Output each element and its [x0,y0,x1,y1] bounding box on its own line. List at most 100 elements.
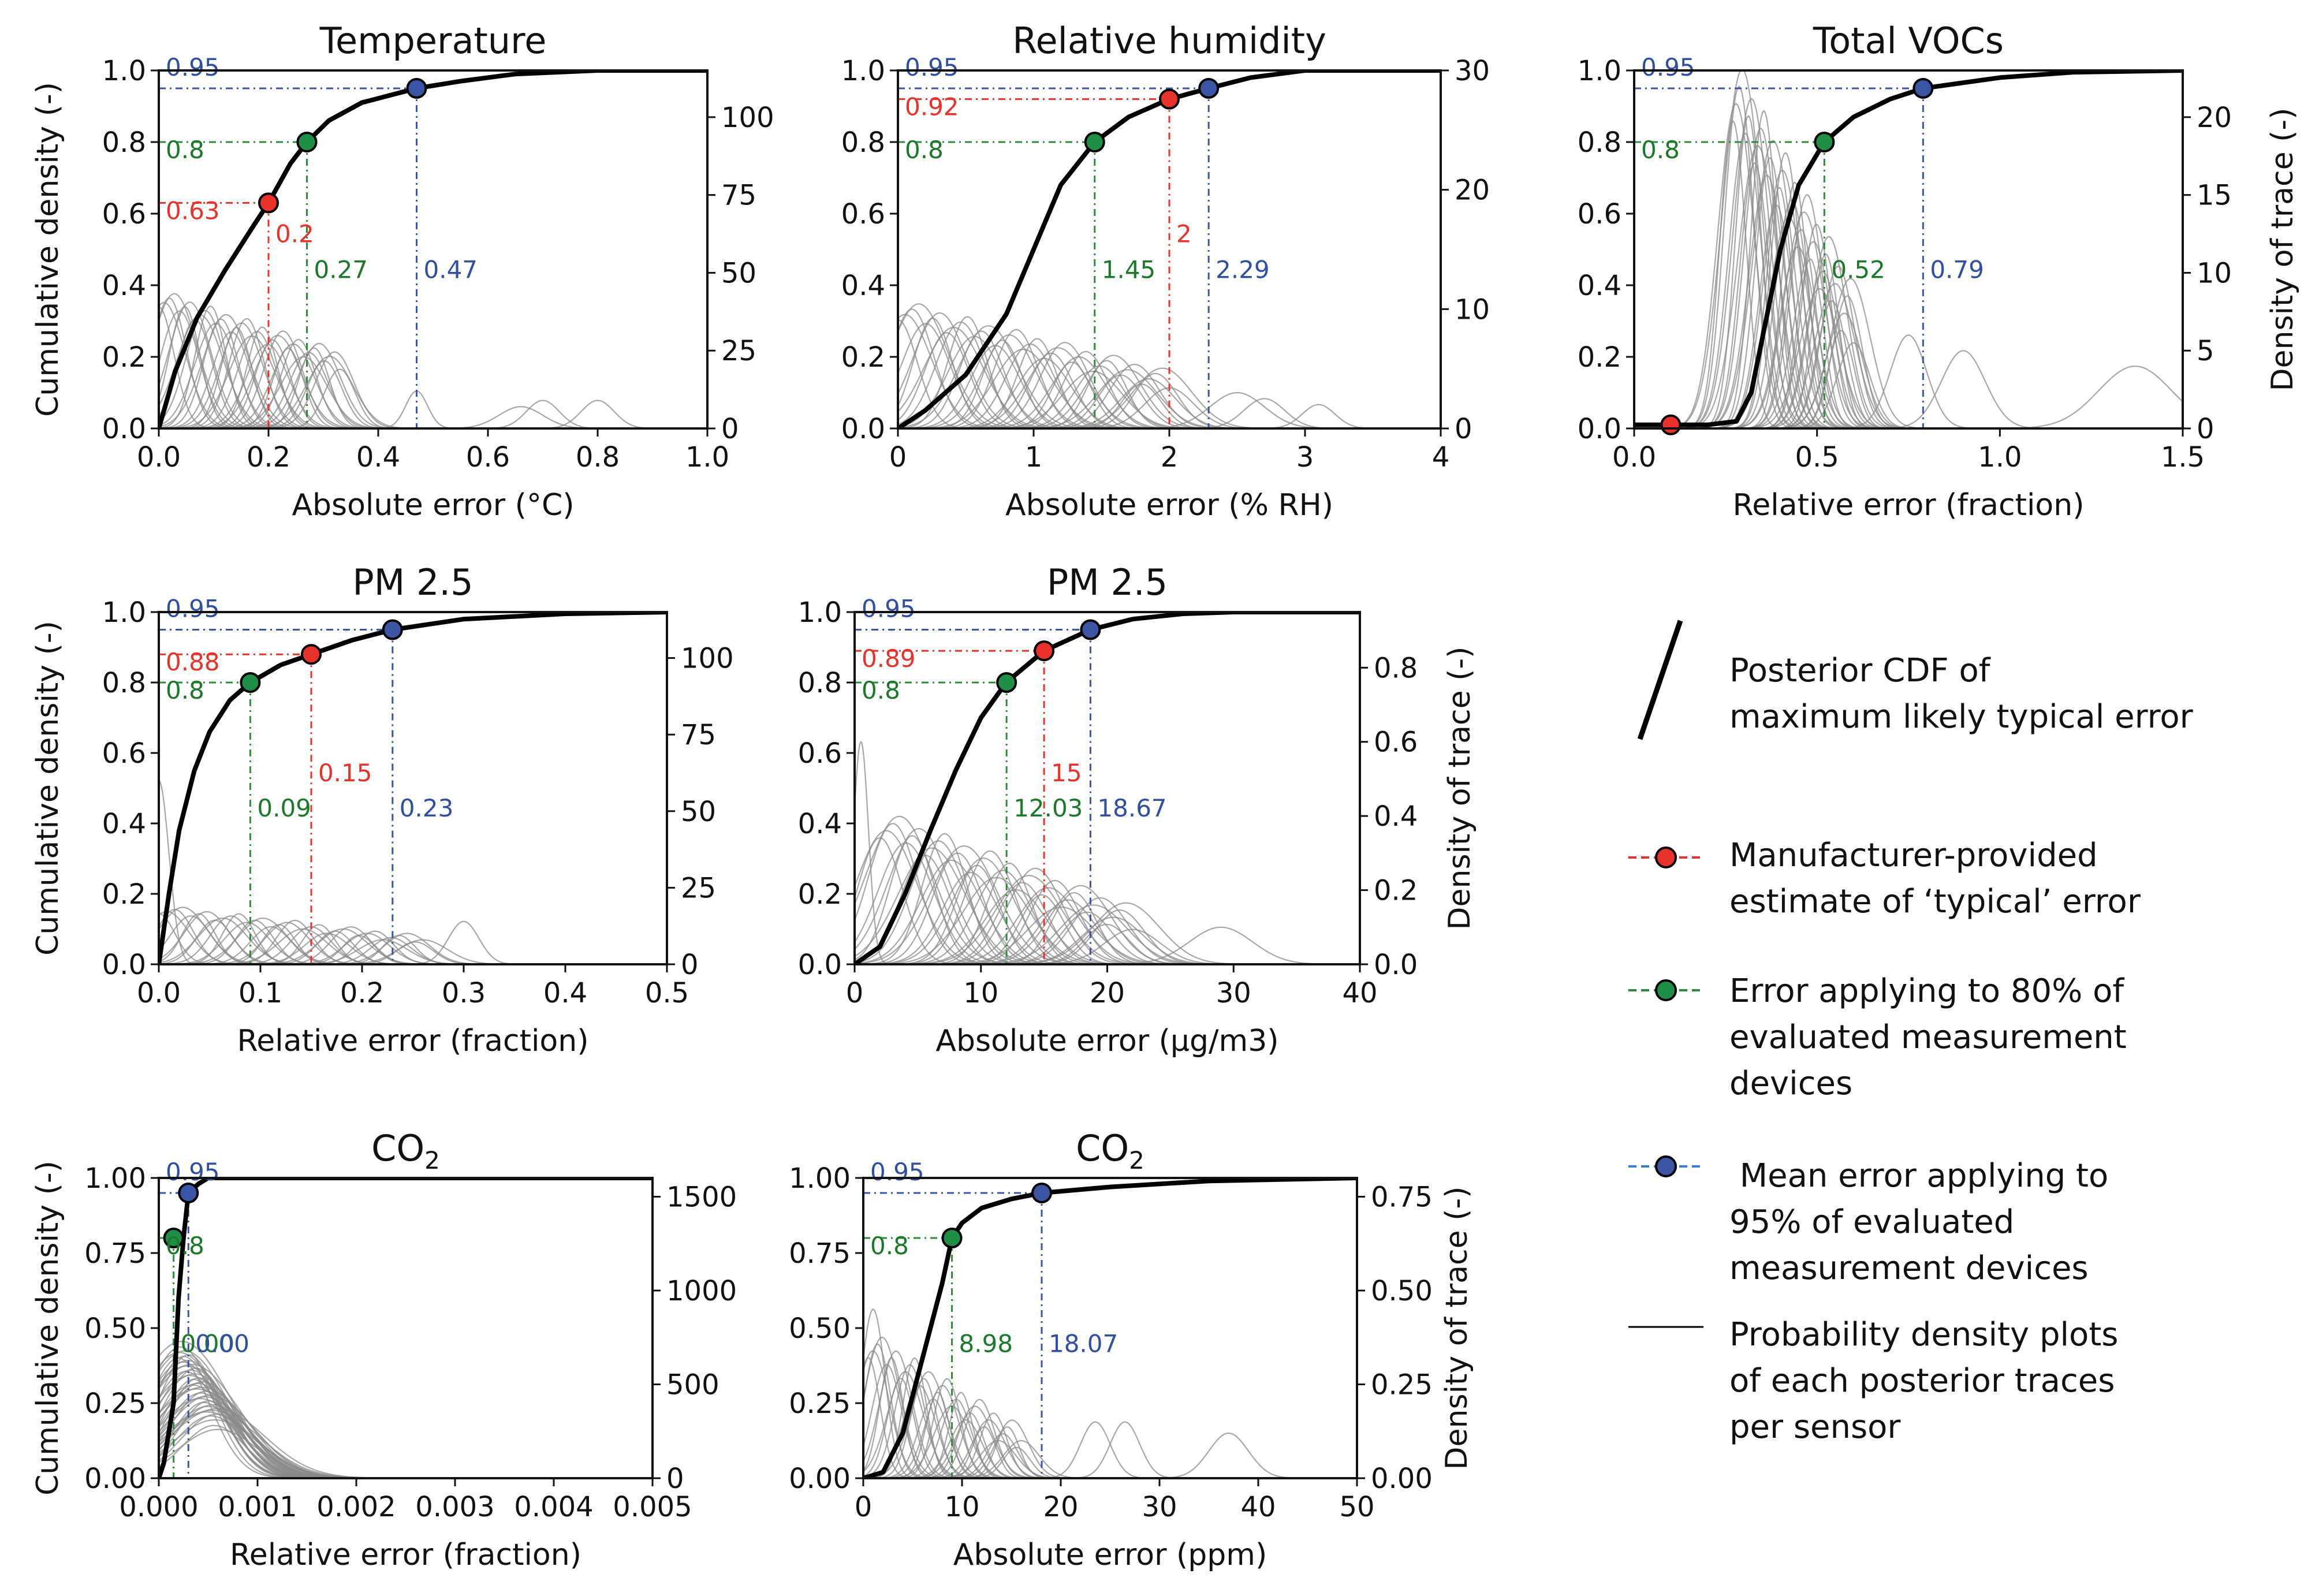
green-marker [163,1228,184,1248]
density-trace [252,347,376,428]
density-trace [1725,199,1858,428]
blue-y-annotation: 0.95 [1641,53,1695,81]
density-trace [922,882,1123,964]
density-trace [1989,366,2183,428]
blue-x-annotation: 0.23 [400,794,454,822]
x-tick-label: 3 [1296,441,1314,473]
legend-trace-text: Probability density plots of each poster… [1729,1316,2128,1446]
y-tick-label: 0.75 [789,1237,851,1270]
density-trace [159,1341,371,1478]
density-trace [1835,334,1982,428]
x-tick-label: 0.003 [415,1491,494,1523]
blue-y-annotation: 0.95 [870,1158,924,1186]
x-tick-label: 0.0 [137,441,181,473]
chart-plot-area [1634,70,2183,428]
x-tick-label: 0.0 [1612,441,1656,473]
blue-x-annotation: 0.00 [195,1330,249,1358]
density-trace [159,1401,330,1478]
manufacturer-x-annotation: 0.15 [318,759,372,787]
density-trace [904,1405,1046,1478]
density-trace [1756,236,1902,428]
density-trace [923,1419,1054,1478]
density-trace [1787,342,1920,428]
x-tick-label: 0.2 [247,441,290,473]
y2-tick-label: 75 [681,719,716,751]
chart-frame [897,69,1442,430]
y2-tick-label: 0.6 [1374,726,1418,759]
y-tick-label: 0.0 [102,413,146,445]
chart-title: PM 2.5 [352,561,473,603]
y2-tick-label: 0.8 [1374,652,1418,684]
y2-tick-label: 0.2 [1374,875,1418,907]
x-axis-label: Relative error (fraction) [237,1024,589,1058]
chart-panel-4: 0.88 0.15 0.8 0.09 0.95 0.23 0.0 0.1 0.2 0.3 0.4 0.… [31,561,734,1058]
x-tick-label: 0.002 [316,1491,396,1523]
density-trace [958,885,1203,964]
x-tick-label: 0.3 [442,977,486,1009]
y-tick-label: 0.8 [1578,126,1621,159]
x-tick-label: 0.4 [543,977,587,1009]
legend-cdf-line-icon [1637,620,1683,740]
manufacturer-y-annotation: 0.63 [166,196,220,225]
x-tick-label: 10 [963,977,998,1009]
density-trace [920,862,1099,964]
density-trace [1028,360,1185,428]
y2-tick-label: 1000 [666,1275,737,1307]
green-marker [1084,132,1105,152]
x-tick-label: 1.0 [685,441,729,473]
blue-x-annotation: 18.07 [1049,1330,1118,1358]
density-trace [229,338,368,428]
y-tick-label: 0.8 [841,126,885,159]
y-axis-label: Cumulative density (-) [31,82,65,417]
y2-tick-label: 100 [681,643,734,675]
x-tick-label: 0.1 [238,977,282,1009]
y-tick-label: 0.4 [798,808,842,840]
legend-manufacturer-marker-icon [1655,847,1677,868]
density-trace [1709,216,1868,428]
y-axis-label: Cumulative density (-) [31,621,65,956]
chart-frame [158,611,668,965]
density-trace [206,330,360,428]
green-y-annotation: 0.8 [166,136,204,164]
chart-title: CO2 [371,1127,440,1174]
y2-tick-label: 25 [721,335,756,367]
y-tick-label: 0.2 [102,341,146,374]
density-trace [926,887,1171,964]
manufacturer-marker [1159,88,1180,110]
density-trace [1149,1432,1308,1478]
y-tick-label: 0.4 [102,808,146,840]
y2-tick-label: 0 [666,1463,684,1495]
density-trace [989,897,1211,964]
y-axis-label: Cumulative density (-) [31,1161,65,1496]
y2-tick-label: 0 [681,949,699,981]
blue-marker [1080,619,1101,640]
density-trace [927,906,1195,964]
density-trace [234,342,404,428]
green-y-annotation: 0.8 [166,1232,204,1260]
manufacturer-marker [258,192,279,214]
y2-tick-label: 20 [2197,102,2232,134]
x-tick-label: 1 [1025,441,1043,473]
density-trace [1742,181,1848,428]
chart-title: CO2 [1076,1127,1144,1174]
green-x-annotation: 0.52 [1831,256,1885,284]
density-trace [1065,1421,1184,1478]
green-y-annotation: 0.8 [905,136,944,164]
chart-title: Temperature [319,20,547,62]
x-tick-label: 4 [1432,441,1450,473]
green-y-annotation: 0.8 [870,1232,909,1260]
y2-tick-label: 100 [721,102,774,134]
density-trace [1253,404,1384,428]
y-tick-label: 0.0 [102,949,146,981]
y2-tick-label: 25 [681,872,716,904]
x-tick-label: 0 [889,441,907,473]
legend: Posterior CDF of maximum likely typical … [1628,620,2194,1446]
y-tick-label: 0.50 [789,1312,851,1345]
density-trace [1740,288,1899,428]
density-trace [278,368,401,428]
y-tick-label: 0.50 [84,1312,146,1345]
density-trace [1771,278,1930,428]
density-trace [858,852,1058,964]
